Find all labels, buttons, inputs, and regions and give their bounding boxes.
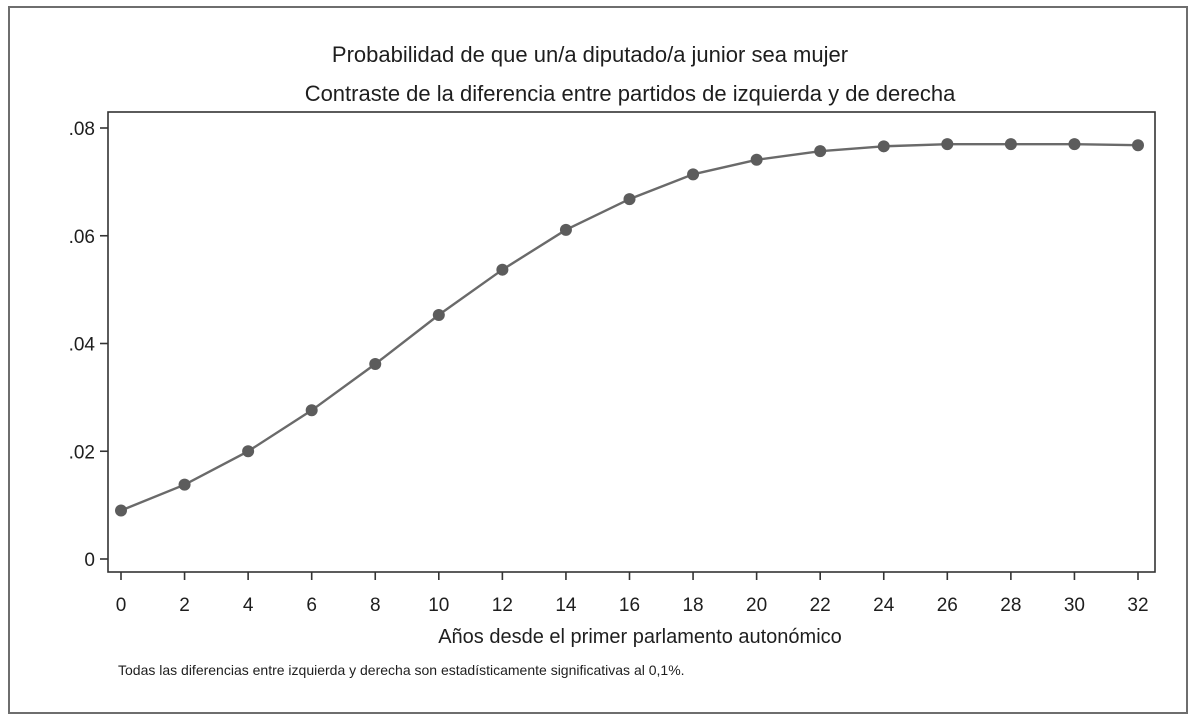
x-tick-label: 8 (370, 595, 381, 616)
data-point (305, 404, 318, 417)
chart-title: Probabilidad de que un/a diputado/a juni… (332, 42, 848, 67)
chart-note: Todas las diferencias entre izquierda y … (118, 662, 685, 678)
data-point (687, 168, 700, 181)
x-tick-label: 16 (619, 595, 640, 616)
x-tick-label: 24 (873, 595, 895, 616)
data-point (1132, 139, 1144, 152)
x-tick-label: 12 (492, 595, 513, 616)
data-point (242, 445, 255, 458)
data-point (432, 308, 445, 321)
data-point (369, 357, 382, 370)
x-tick-label: 28 (1000, 595, 1021, 616)
data-point (559, 223, 572, 236)
series-group (115, 138, 1144, 517)
data-point (623, 193, 636, 206)
data-point (496, 263, 509, 276)
data-point (115, 504, 127, 517)
y-tick-label: .08 (69, 119, 95, 140)
x-tick-label: 10 (428, 595, 449, 616)
x-tick-label: 22 (810, 595, 831, 616)
y-axis: 0 .02 .04 .06 .08 (69, 119, 108, 571)
data-point (814, 145, 827, 158)
x-tick-label: 26 (937, 595, 958, 616)
x-tick-label: 14 (555, 595, 577, 616)
x-tick-label: 2 (179, 595, 190, 616)
data-point (941, 138, 954, 151)
x-tick-label: 20 (746, 595, 767, 616)
x-tick-label: 30 (1064, 595, 1085, 616)
x-tick-label: 18 (682, 595, 703, 616)
x-tick-label: 0 (116, 595, 127, 616)
plot-area (107, 111, 1156, 573)
data-point (1004, 138, 1017, 151)
x-tick-label: 6 (306, 595, 317, 616)
x-axis: 0 2 4 6 8 10 12 14 16 18 20 22 24 26 28 30 32 (116, 572, 1149, 616)
y-tick-label: .06 (69, 227, 95, 248)
data-point (750, 153, 763, 166)
x-tick-label: 32 (1127, 595, 1148, 616)
y-tick-label: .04 (69, 335, 96, 356)
data-point (178, 478, 191, 491)
x-tick-label: 4 (243, 595, 254, 616)
x-axis-label: Años desde el primer parlamento autonómi… (438, 626, 842, 648)
data-point (877, 140, 890, 153)
chart-subtitle: Contraste de la diferencia entre partido… (305, 81, 956, 106)
data-point (1068, 138, 1081, 151)
y-tick-label: .02 (69, 442, 95, 463)
y-tick-label: 0 (84, 550, 95, 571)
